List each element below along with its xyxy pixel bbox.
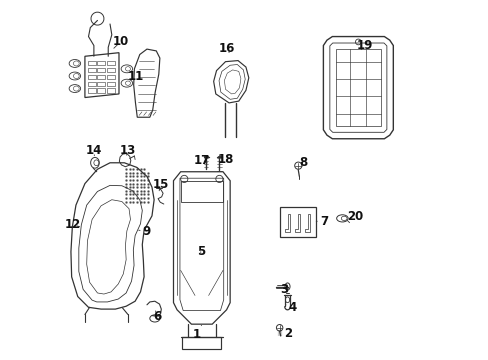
Text: 16: 16 (219, 41, 235, 54)
Bar (106, 68, 115, 72)
Bar (180, 181, 223, 202)
Text: 12: 12 (65, 218, 81, 231)
Bar (97, 89, 105, 93)
Text: 6: 6 (153, 310, 161, 324)
Bar (97, 75, 105, 79)
Bar (106, 61, 115, 65)
Bar (88, 89, 96, 93)
Bar (280, 207, 316, 237)
Text: 7: 7 (316, 215, 327, 228)
Text: 20: 20 (346, 210, 362, 223)
Text: 17: 17 (193, 154, 209, 167)
Text: 4: 4 (285, 301, 296, 314)
Bar (97, 68, 105, 72)
Text: 3: 3 (276, 283, 287, 296)
Bar (182, 337, 221, 348)
Bar (88, 75, 96, 79)
Bar (88, 82, 96, 86)
Text: 19: 19 (356, 39, 373, 52)
Bar (106, 75, 115, 79)
Text: 8: 8 (299, 156, 307, 169)
Bar (97, 82, 105, 86)
Text: 11: 11 (127, 69, 143, 82)
Bar (106, 89, 115, 93)
Bar (97, 61, 105, 65)
Text: 13: 13 (120, 144, 136, 157)
Text: 5: 5 (196, 245, 204, 258)
Bar (88, 68, 96, 72)
Text: 10: 10 (112, 35, 129, 48)
Text: 18: 18 (217, 153, 234, 166)
Bar (88, 61, 96, 65)
Text: 9: 9 (139, 225, 151, 238)
Text: 14: 14 (85, 144, 102, 157)
Text: 2: 2 (280, 327, 292, 340)
Bar (106, 82, 115, 86)
Text: 1: 1 (193, 325, 201, 341)
Text: 15: 15 (153, 178, 169, 191)
